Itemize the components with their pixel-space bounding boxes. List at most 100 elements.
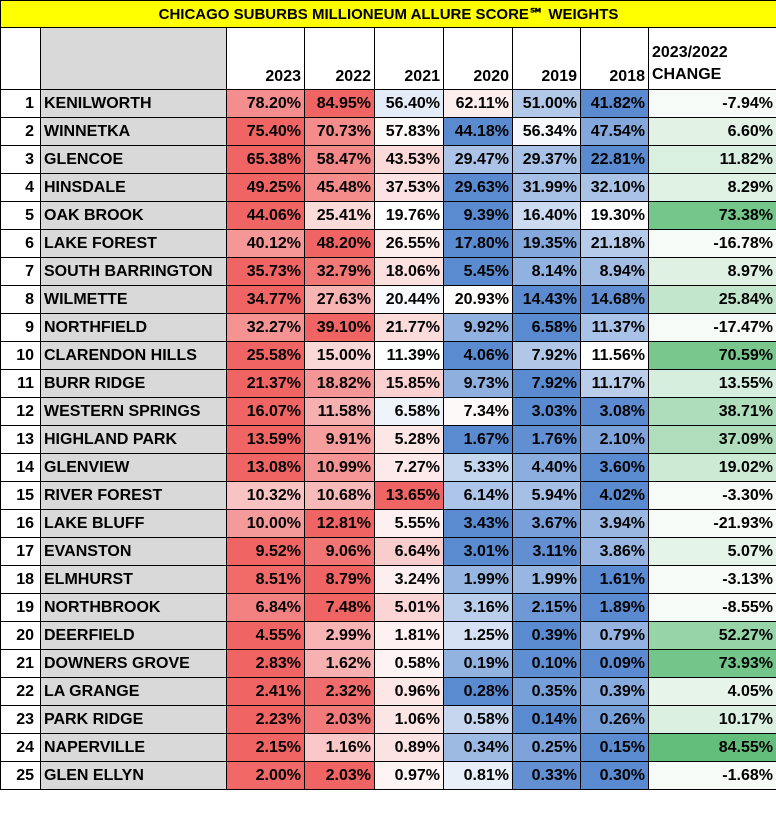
weight-cell: 1.76%	[512, 425, 581, 454]
weight-cell: 29.63%	[443, 173, 513, 202]
change-cell: -3.13%	[648, 565, 776, 594]
data-row: 25 GLEN ELLYN 2.00% 2.03% 0.97% 0.81% 0.33% 0.3…	[0, 761, 776, 790]
change-cell: 8.29%	[648, 173, 776, 202]
change-cell: 10.17%	[648, 705, 776, 734]
weight-cell: 20.44%	[374, 285, 444, 314]
weight-cell: 4.40%	[512, 453, 581, 482]
change-cell: 52.27%	[648, 621, 776, 650]
suburb-name: RIVER FOREST	[40, 481, 227, 510]
data-row: 13 HIGHLAND PARK 13.59% 9.91% 5.28% 1.67% 1.76…	[0, 425, 776, 454]
weight-cell: 5.33%	[443, 453, 513, 482]
weight-cell: 5.94%	[512, 481, 581, 510]
weight-cell: 26.55%	[374, 229, 444, 258]
data-row: 19 NORTHBROOK 6.84% 7.48% 5.01% 3.16% 2.15% 1.8…	[0, 593, 776, 622]
weight-cell: 32.79%	[304, 257, 375, 286]
suburb-name: HIGHLAND PARK	[40, 425, 227, 454]
rank: 18	[0, 565, 41, 594]
suburb-name: LA GRANGE	[40, 677, 227, 706]
weight-cell: 0.09%	[580, 649, 649, 678]
weight-cell: 70.73%	[304, 117, 375, 146]
weight-cell: 0.28%	[443, 677, 513, 706]
weight-cell: 14.43%	[512, 285, 581, 314]
suburb-name: LAKE FOREST	[40, 229, 227, 258]
weight-cell: 65.38%	[226, 145, 305, 174]
rank: 13	[0, 425, 41, 454]
data-row: 20 DEERFIELD 4.55% 2.99% 1.81% 1.25% 0.39% 0.79…	[0, 621, 776, 650]
suburb-name: PARK RIDGE	[40, 705, 227, 734]
weight-cell: 1.99%	[443, 565, 513, 594]
suburb-name: SOUTH BARRINGTON	[40, 257, 227, 286]
weight-cell: 9.92%	[443, 313, 513, 342]
weight-cell: 57.83%	[374, 117, 444, 146]
weight-cell: 21.18%	[580, 229, 649, 258]
weight-cell: 0.10%	[512, 649, 581, 678]
data-row: 14 GLENVIEW 13.08% 10.99% 7.27% 5.33% 4.40% 3.6…	[0, 453, 776, 482]
weight-cell: 2.15%	[512, 593, 581, 622]
weight-cell: 0.96%	[374, 677, 444, 706]
year-header: 2018	[580, 27, 649, 90]
weight-cell: 1.06%	[374, 705, 444, 734]
weight-cell: 10.00%	[226, 509, 305, 538]
weight-cell: 2.03%	[304, 705, 375, 734]
weight-cell: 48.20%	[304, 229, 375, 258]
weight-cell: 0.97%	[374, 761, 444, 790]
weight-cell: 39.10%	[304, 313, 375, 342]
weight-cell: 0.25%	[512, 733, 581, 762]
rank: 22	[0, 677, 41, 706]
weight-cell: 0.79%	[580, 621, 649, 650]
suburb-name: DOWNERS GROVE	[40, 649, 227, 678]
weight-cell: 1.99%	[512, 565, 581, 594]
weight-cell: 49.25%	[226, 173, 305, 202]
weight-cell: 3.43%	[443, 509, 513, 538]
weight-cell: 1.16%	[304, 733, 375, 762]
weight-cell: 6.84%	[226, 593, 305, 622]
data-row: 17 EVANSTON 9.52% 9.06% 6.64% 3.01% 3.11% 3.86%…	[0, 537, 776, 566]
data-row: 5 OAK BROOK 44.06% 25.41% 19.76% 9.39% 16.40% 1…	[0, 201, 776, 230]
weight-cell: 43.53%	[374, 145, 444, 174]
weight-cell: 7.34%	[443, 397, 513, 426]
rank: 3	[0, 145, 41, 174]
weight-cell: 6.64%	[374, 537, 444, 566]
change-cell: 5.07%	[648, 537, 776, 566]
data-row: 24 NAPERVILLE 2.15% 1.16% 0.89% 0.34% 0.25% 0.1…	[0, 733, 776, 762]
suburb-name: NORTHFIELD	[40, 313, 227, 342]
data-row: 22 LA GRANGE 2.41% 2.32% 0.96% 0.28% 0.35% 0.39…	[0, 677, 776, 706]
rank: 1	[0, 89, 41, 118]
rank: 2	[0, 117, 41, 146]
weight-cell: 8.79%	[304, 565, 375, 594]
weight-cell: 3.03%	[512, 397, 581, 426]
weight-cell: 56.40%	[374, 89, 444, 118]
weight-cell: 27.63%	[304, 285, 375, 314]
weight-cell: 4.06%	[443, 341, 513, 370]
suburb-name: CLARENDON HILLS	[40, 341, 227, 370]
weight-cell: 3.60%	[580, 453, 649, 482]
weight-cell: 3.08%	[580, 397, 649, 426]
rank: 6	[0, 229, 41, 258]
weight-cell: 0.14%	[512, 705, 581, 734]
weight-cell: 15.85%	[374, 369, 444, 398]
change-cell: -8.55%	[648, 593, 776, 622]
change-cell: 6.60%	[648, 117, 776, 146]
weight-cell: 4.55%	[226, 621, 305, 650]
rank: 21	[0, 649, 41, 678]
weight-cell: 0.89%	[374, 733, 444, 762]
table-body: CHICAGO SUBURBS MILLIONEUM ALLURE SCORE℠…	[0, 0, 776, 790]
weight-cell: 2.83%	[226, 649, 305, 678]
data-row: 8 WILMETTE 34.77% 27.63% 20.44% 20.93% 14.43% 1…	[0, 285, 776, 314]
weight-cell: 32.27%	[226, 313, 305, 342]
suburb-name: EVANSTON	[40, 537, 227, 566]
suburb-name: WINNETKA	[40, 117, 227, 146]
rank: 24	[0, 733, 41, 762]
header-row: 2023 2022 2021 2020 2019 2018 2023/2022 CHANGE	[0, 27, 776, 90]
weight-cell: 12.81%	[304, 509, 375, 538]
weight-cell: 16.40%	[512, 201, 581, 230]
change-cell: 25.84%	[648, 285, 776, 314]
weight-cell: 19.35%	[512, 229, 581, 258]
weight-cell: 11.56%	[580, 341, 649, 370]
weight-cell: 41.82%	[580, 89, 649, 118]
year-header: 2021	[374, 27, 444, 90]
weight-cell: 4.02%	[580, 481, 649, 510]
weight-cell: 7.48%	[304, 593, 375, 622]
suburb-name: KENILWORTH	[40, 89, 227, 118]
change-cell: 73.93%	[648, 649, 776, 678]
